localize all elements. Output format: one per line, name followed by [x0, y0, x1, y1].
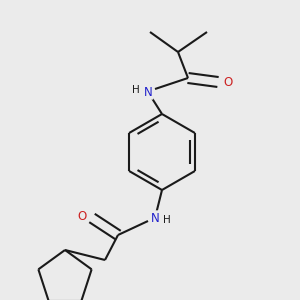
Text: O: O [224, 76, 232, 88]
Text: O: O [77, 211, 87, 224]
Text: H: H [163, 215, 171, 225]
Text: N: N [144, 85, 152, 98]
Text: H: H [132, 85, 140, 95]
Text: N: N [151, 212, 159, 224]
